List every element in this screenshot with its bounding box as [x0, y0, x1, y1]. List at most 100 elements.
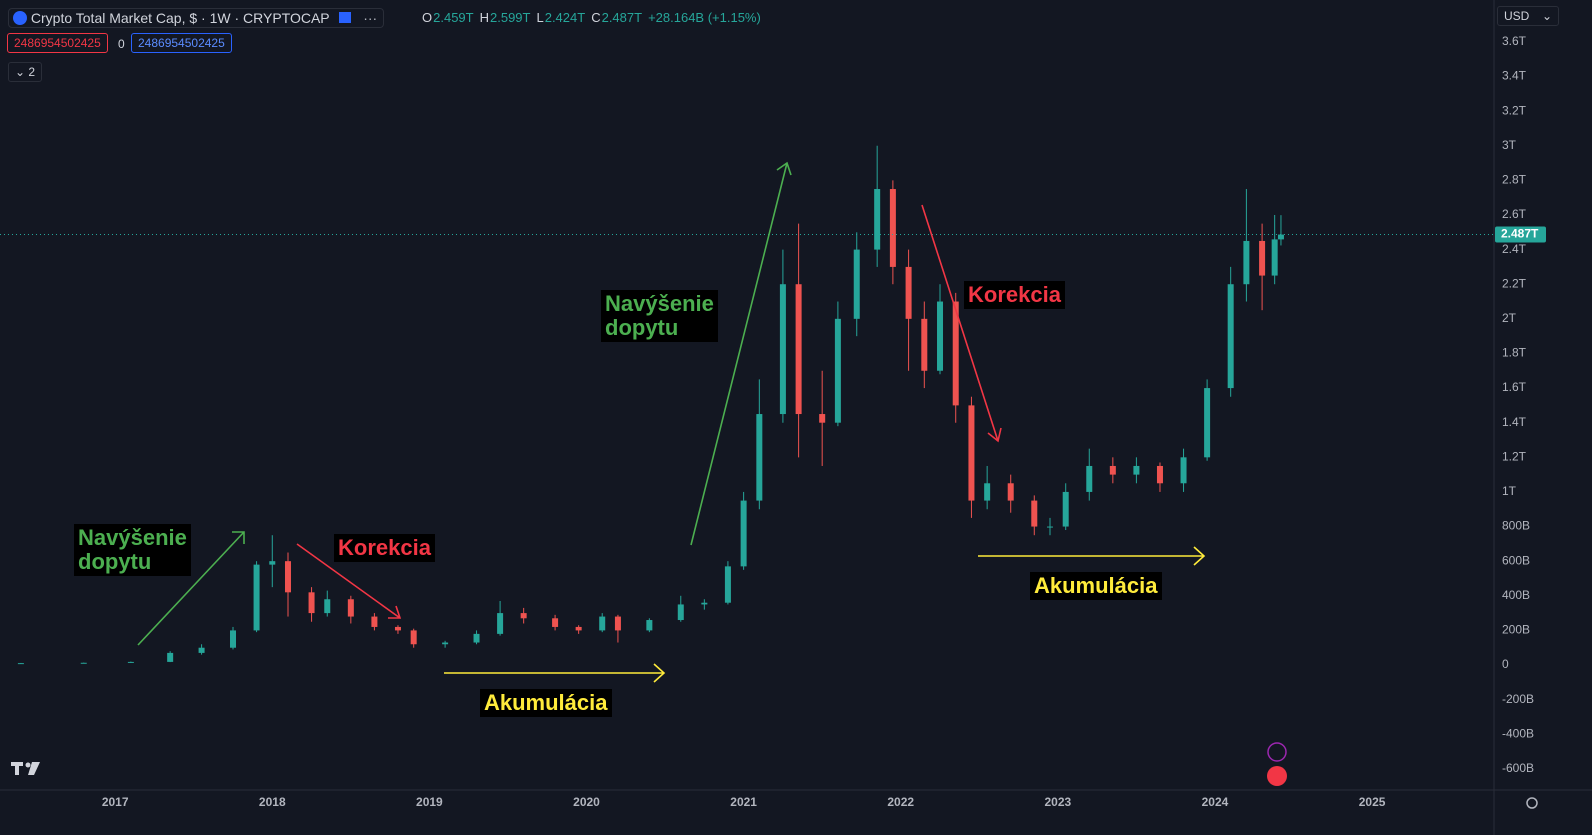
ohlc-legend: O2.459T H2.599T L2.424T C2.487T +28.164B (+1… [422, 10, 767, 25]
candle-body [1271, 239, 1278, 276]
candle-body [308, 592, 315, 614]
buy-button[interactable]: 2486954502425 [131, 33, 232, 53]
candle-body [17, 663, 24, 665]
y-tick-label: 2.2T [1502, 276, 1527, 290]
spread: 0 [118, 37, 125, 51]
x-tick-label: 2025 [1359, 795, 1386, 809]
indicator-toggle[interactable]: ⌄ 2 [8, 62, 43, 82]
y-tick-label: 1.6T [1502, 380, 1527, 394]
annotation: Korekcia [334, 534, 435, 562]
indicator-count: 2 [28, 65, 36, 79]
y-tick-label: 200B [1502, 623, 1530, 637]
candle-body [937, 301, 944, 371]
candle-body [394, 626, 401, 631]
candle-body [127, 661, 134, 663]
annotation: Navýšenie dopytu [74, 524, 191, 576]
y-tick-label: 2T [1502, 311, 1517, 325]
y-tick-label: 400B [1502, 588, 1530, 602]
logo-part [15, 762, 19, 775]
last-price-box [1495, 226, 1546, 243]
candle-body [575, 626, 582, 631]
candle-body [968, 405, 975, 501]
symbol-box[interactable]: Crypto Total Market Cap, $ · 1W · CRYPTO… [8, 8, 385, 28]
candle-body [874, 189, 881, 250]
candle-body [834, 318, 841, 423]
arrow [921, 204, 1002, 443]
x-tick-label: 2018 [259, 795, 286, 809]
x-tick-label: 2022 [887, 795, 914, 809]
y-tick-label: 3.2T [1502, 103, 1527, 117]
y-tick-label: 1.4T [1502, 415, 1527, 429]
annotation: Akumulácia [480, 689, 612, 717]
candle-body [1062, 491, 1069, 527]
candle-body [1277, 234, 1284, 240]
candle-body [795, 284, 802, 415]
x-tick-label: 2024 [1202, 795, 1229, 809]
candle-body [442, 642, 449, 645]
ohlc-value: 2.599T [490, 10, 531, 25]
candle-body [889, 189, 896, 267]
candle-body [1031, 500, 1038, 527]
ohlc-key: O [422, 10, 433, 25]
candle-body [853, 249, 860, 319]
candle-body [410, 630, 417, 645]
annotation-arrows [137, 161, 1206, 683]
y-tick-label: 3T [1502, 138, 1517, 152]
y-tick-label: 3.6T [1502, 34, 1527, 48]
arrow [444, 663, 666, 683]
candle-body [371, 616, 378, 627]
arrow [978, 546, 1206, 566]
y-tick-label: 0 [1502, 657, 1509, 671]
candle-body [677, 604, 684, 621]
candle-body [1259, 240, 1266, 276]
candle-body [701, 602, 708, 605]
candle-body [520, 613, 527, 619]
event-icon[interactable] [1267, 766, 1287, 786]
candle-body [253, 564, 260, 631]
candle-body [198, 647, 205, 653]
more-icon[interactable]: ··· [363, 10, 378, 26]
arrow [296, 543, 402, 619]
candle-body [1133, 465, 1140, 475]
y-tick-label: -400B [1502, 726, 1534, 740]
y-tick-label: 3.4T [1502, 69, 1527, 83]
tv-logo [11, 762, 40, 775]
y-tick-label: -200B [1502, 692, 1534, 706]
y-tick-label: -600B [1502, 761, 1534, 775]
y-tick-label: 600B [1502, 553, 1530, 567]
candle-body [473, 633, 480, 643]
candle-body [552, 618, 559, 627]
candle-body [1243, 240, 1250, 285]
candle-body [284, 561, 291, 593]
candle-body [1156, 465, 1163, 484]
annotation: Akumulácia [1030, 572, 1162, 600]
x-tick-label: 2020 [573, 795, 600, 809]
logo-part [25, 762, 31, 768]
ohlc-value: 2.424T [544, 10, 586, 25]
currency-select[interactable]: USD ⌄ [1497, 6, 1559, 26]
annotation: Navýšenie dopytu [601, 290, 718, 342]
x-tick-label: 2017 [102, 795, 129, 809]
candle-body [779, 284, 786, 415]
candle-body [1046, 526, 1053, 528]
symbol-title: Crypto Total Market Cap, $ · 1W · CRYPTO… [30, 10, 330, 26]
candle-body [1204, 388, 1211, 458]
settings-icon[interactable] [1526, 797, 1538, 809]
candle-body [497, 613, 504, 634]
candle-body [269, 561, 276, 565]
arrow [137, 531, 245, 646]
arrow [690, 161, 792, 546]
candle-body [952, 301, 959, 406]
candle-body [1109, 465, 1116, 475]
y-tick-label: 2.4T [1502, 242, 1527, 256]
x-tick-label: 2019 [416, 795, 443, 809]
x-tick-label: 2023 [1044, 795, 1071, 809]
y-tick-label: 800B [1502, 519, 1530, 533]
candle-body [724, 566, 731, 603]
candle-body [740, 500, 747, 567]
event-icon[interactable] [1267, 742, 1287, 762]
y-tick-label: 2.6T [1502, 207, 1527, 221]
sell-button[interactable]: 2486954502425 [7, 33, 108, 53]
